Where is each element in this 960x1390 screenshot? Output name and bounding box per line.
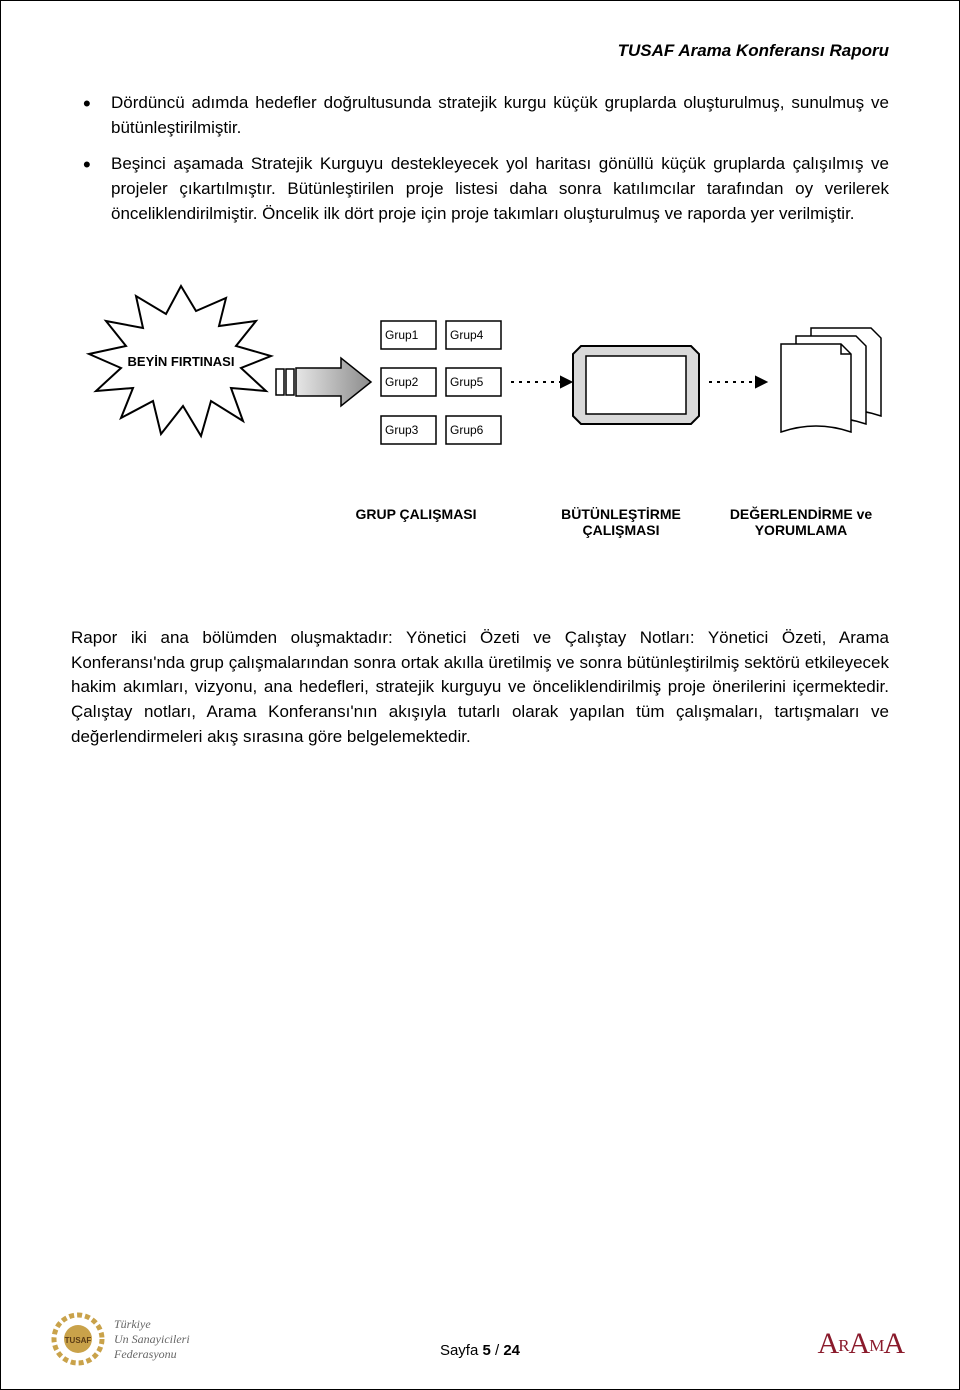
header-title: TUSAF Arama Konferansı Raporu [71,41,889,61]
footer-page: 5 [482,1342,490,1359]
bullet-item: Beşinci aşamada Stratejik Kurguyu destek… [111,152,889,226]
starburst-icon: BEYİN FIRTINASI [89,286,271,436]
footer-prefix: Sayfa [440,1342,483,1359]
arrow-icon [276,358,371,406]
logo-left: TUSAF Türkiye Un Sanayicileri Federasyon… [51,1312,190,1367]
footer-sep: / [491,1342,504,1359]
group-box: Grup6 [450,423,484,437]
group-box: Grup2 [385,375,419,389]
group-box: Grup5 [450,375,484,389]
diagram-label-evaluation: DEĞERLENDİRME ve YORUMLAMA [711,506,891,538]
bullet-list: Dördüncü adımda hedefler doğrultusunda s… [71,91,889,226]
logo-left-line: Federasyonu [114,1347,190,1362]
pages-icon [781,328,881,432]
group-box: Grup3 [385,423,419,437]
group-box: Grup1 [385,328,419,342]
gear-wheat-icon: TUSAF [51,1312,106,1367]
logo-left-line: Türkiye [114,1317,190,1332]
logo-right: ARAMA [818,1327,904,1361]
footer-total: 24 [503,1342,520,1359]
diagram-label-group-work: GRUP ÇALIŞMASI [331,506,501,522]
body-paragraph: Rapor iki ana bölümden oluşmaktadır: Yön… [71,626,889,749]
bullet-item: Dördüncü adımda hedefler doğrultusunda s… [111,91,889,140]
process-diagram: BEYİN FIRTINASI Grup1 Grup4 [71,276,889,586]
logo-badge-text: TUSAF [65,1336,92,1345]
dotted-arrow-icon [709,377,766,387]
group-box: Grup4 [450,328,484,342]
diagram-label-integration: BÜTÜNLEŞTİRME ÇALIŞMASI [541,506,701,538]
dotted-arrow-icon [511,377,571,387]
burst-label: BEYİN FIRTINASI [128,354,235,369]
logo-left-line: Un Sanayicileri [114,1332,190,1347]
board-icon [573,346,699,424]
